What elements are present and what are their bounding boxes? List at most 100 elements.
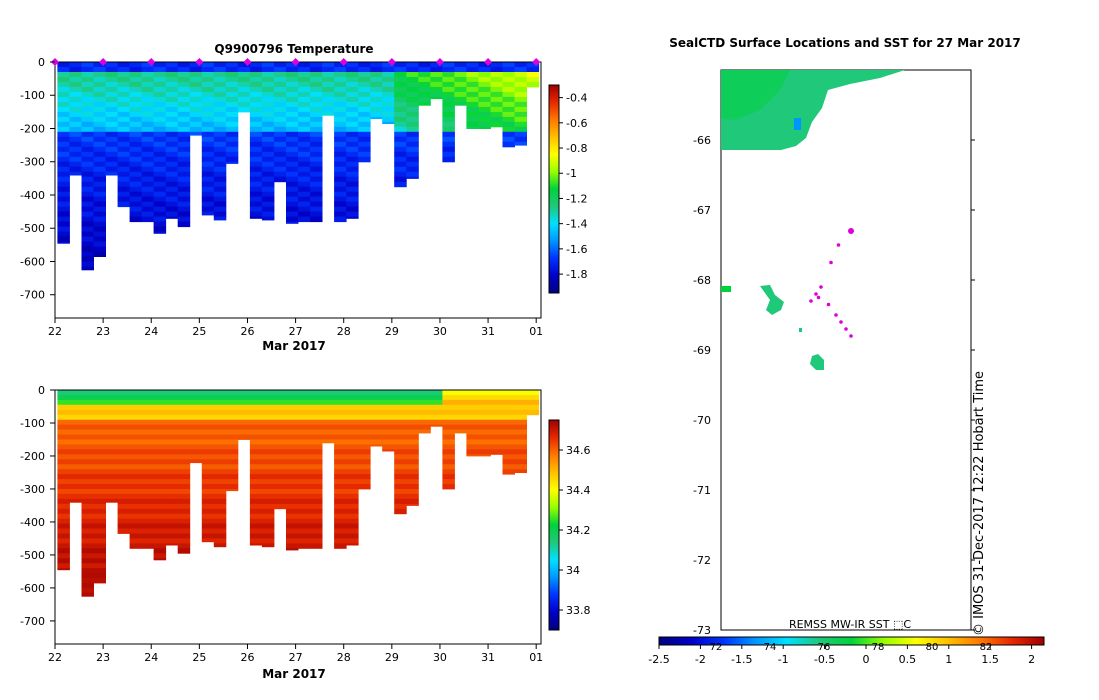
- heatmap-cell: [370, 429, 383, 435]
- heatmap-cell: [358, 439, 371, 445]
- heatmap-cell: [261, 503, 275, 510]
- heatmap-cell: [442, 121, 455, 128]
- heatmap-cell: [213, 404, 227, 411]
- heatmap-cell: [370, 444, 383, 447]
- heatmap-cell: [153, 196, 167, 203]
- heatmap-cell: [478, 81, 491, 88]
- heatmap-cell: [442, 449, 455, 455]
- heatmap-cell: [490, 96, 503, 103]
- heatmap-cell: [213, 523, 227, 529]
- heatmap-cell: [141, 424, 155, 430]
- heatmap-cell: [261, 156, 275, 163]
- heatmap-cell: [153, 141, 167, 148]
- heatmap-cell: [310, 141, 323, 148]
- heatmap-cell: [153, 518, 167, 524]
- heatmap-cell: [514, 424, 527, 430]
- heatmap-cell: [430, 390, 443, 396]
- heatmap-cell: [273, 81, 287, 88]
- heatmap-cell: [322, 72, 335, 78]
- seal-location-point: [829, 260, 833, 265]
- heatmap-cell: [201, 414, 215, 421]
- heatmap-cell: [334, 454, 347, 460]
- heatmap-cell: [454, 414, 467, 421]
- heatmap-cell: [93, 404, 106, 411]
- heatmap-cell: [129, 513, 143, 520]
- heatmap-cell: [177, 518, 191, 524]
- heatmap-cell: [442, 414, 455, 421]
- heatmap-cell: [454, 404, 467, 411]
- heatmap-cell: [490, 121, 503, 128]
- heatmap-cell: [358, 106, 371, 113]
- heatmap-cell: [69, 101, 82, 108]
- heatmap-cell: [213, 121, 227, 128]
- heatmap-cell: [81, 146, 94, 153]
- heatmap-cell: [442, 96, 455, 103]
- heatmap-cell: [430, 394, 443, 401]
- heatmap-cell: [418, 394, 431, 401]
- heatmap-cell: [93, 67, 106, 73]
- heatmap-cell: [514, 469, 527, 473]
- heatmap-cell: [57, 459, 70, 465]
- heatmap-cell: [141, 404, 155, 411]
- heatmap-cell: [213, 454, 227, 460]
- heatmap-cell: [346, 211, 359, 218]
- heatmap-cell: [298, 399, 311, 406]
- heatmap-cell: [310, 151, 323, 158]
- heatmap-cell: [334, 409, 347, 416]
- heatmap-cell: [261, 201, 275, 208]
- heatmap-cell: [57, 116, 70, 123]
- heatmap-cell: [310, 81, 323, 88]
- heatmap-cell: [93, 489, 106, 495]
- heatmap-cell: [129, 86, 143, 93]
- heatmap-cell: [129, 424, 143, 430]
- heatmap-cell: [201, 191, 215, 198]
- heatmap-cell: [201, 181, 215, 188]
- heatmap-cell: [165, 151, 179, 158]
- x-tick-label: 29: [385, 651, 399, 664]
- colorbar-tick-label: -0.8: [566, 142, 587, 155]
- heatmap-cell: [249, 166, 263, 173]
- heatmap-cell: [177, 414, 191, 421]
- heatmap-cell: [153, 176, 167, 183]
- heatmap-cell: [201, 449, 215, 455]
- heatmap-cell: [382, 72, 395, 78]
- heatmap-cell: [105, 390, 118, 396]
- heatmap-cell: [201, 399, 215, 406]
- sst-colorbar-label: REMSS MW-IR SST ⬚C: [789, 618, 911, 631]
- heatmap-cell: [117, 121, 131, 128]
- heatmap-cell: [81, 583, 94, 589]
- heatmap-cell: [153, 161, 167, 168]
- heatmap-cell: [382, 121, 395, 124]
- heatmap-cell: [286, 479, 299, 485]
- heatmap-cell: [249, 156, 263, 163]
- heatmap-cell: [117, 518, 131, 524]
- heatmap-cell: [273, 474, 287, 480]
- heatmap-cell: [261, 498, 275, 505]
- heatmap-cell: [105, 96, 118, 103]
- heatmap-cell: [153, 503, 167, 510]
- heatmap-cell: [93, 429, 106, 435]
- heatmap-cell: [322, 111, 335, 116]
- heatmap-cell: [189, 434, 203, 440]
- heatmap-cell: [502, 106, 515, 113]
- heatmap-cell: [322, 394, 335, 401]
- heatmap-cell: [346, 533, 359, 539]
- heatmap-cell: [177, 161, 191, 168]
- heatmap-cell: [81, 592, 94, 597]
- heatmap-cell: [514, 439, 527, 445]
- heatmap-cell: [177, 498, 191, 505]
- heatmap-cell: [286, 444, 299, 450]
- heatmap-cell: [165, 489, 179, 495]
- heatmap-cell: [177, 390, 191, 396]
- heatmap-cell: [177, 434, 191, 440]
- heatmap-cell: [213, 533, 227, 539]
- heatmap-cell: [249, 131, 263, 138]
- heatmap-cell: [153, 146, 167, 153]
- heatmap-cell: [406, 141, 419, 148]
- y-tick-label: -400: [20, 516, 45, 529]
- heatmap-cell: [189, 77, 203, 83]
- heatmap-cell: [322, 424, 335, 430]
- heatmap-cell: [81, 508, 94, 515]
- heatmap-cell: [502, 141, 515, 148]
- heatmap-cell: [93, 246, 106, 252]
